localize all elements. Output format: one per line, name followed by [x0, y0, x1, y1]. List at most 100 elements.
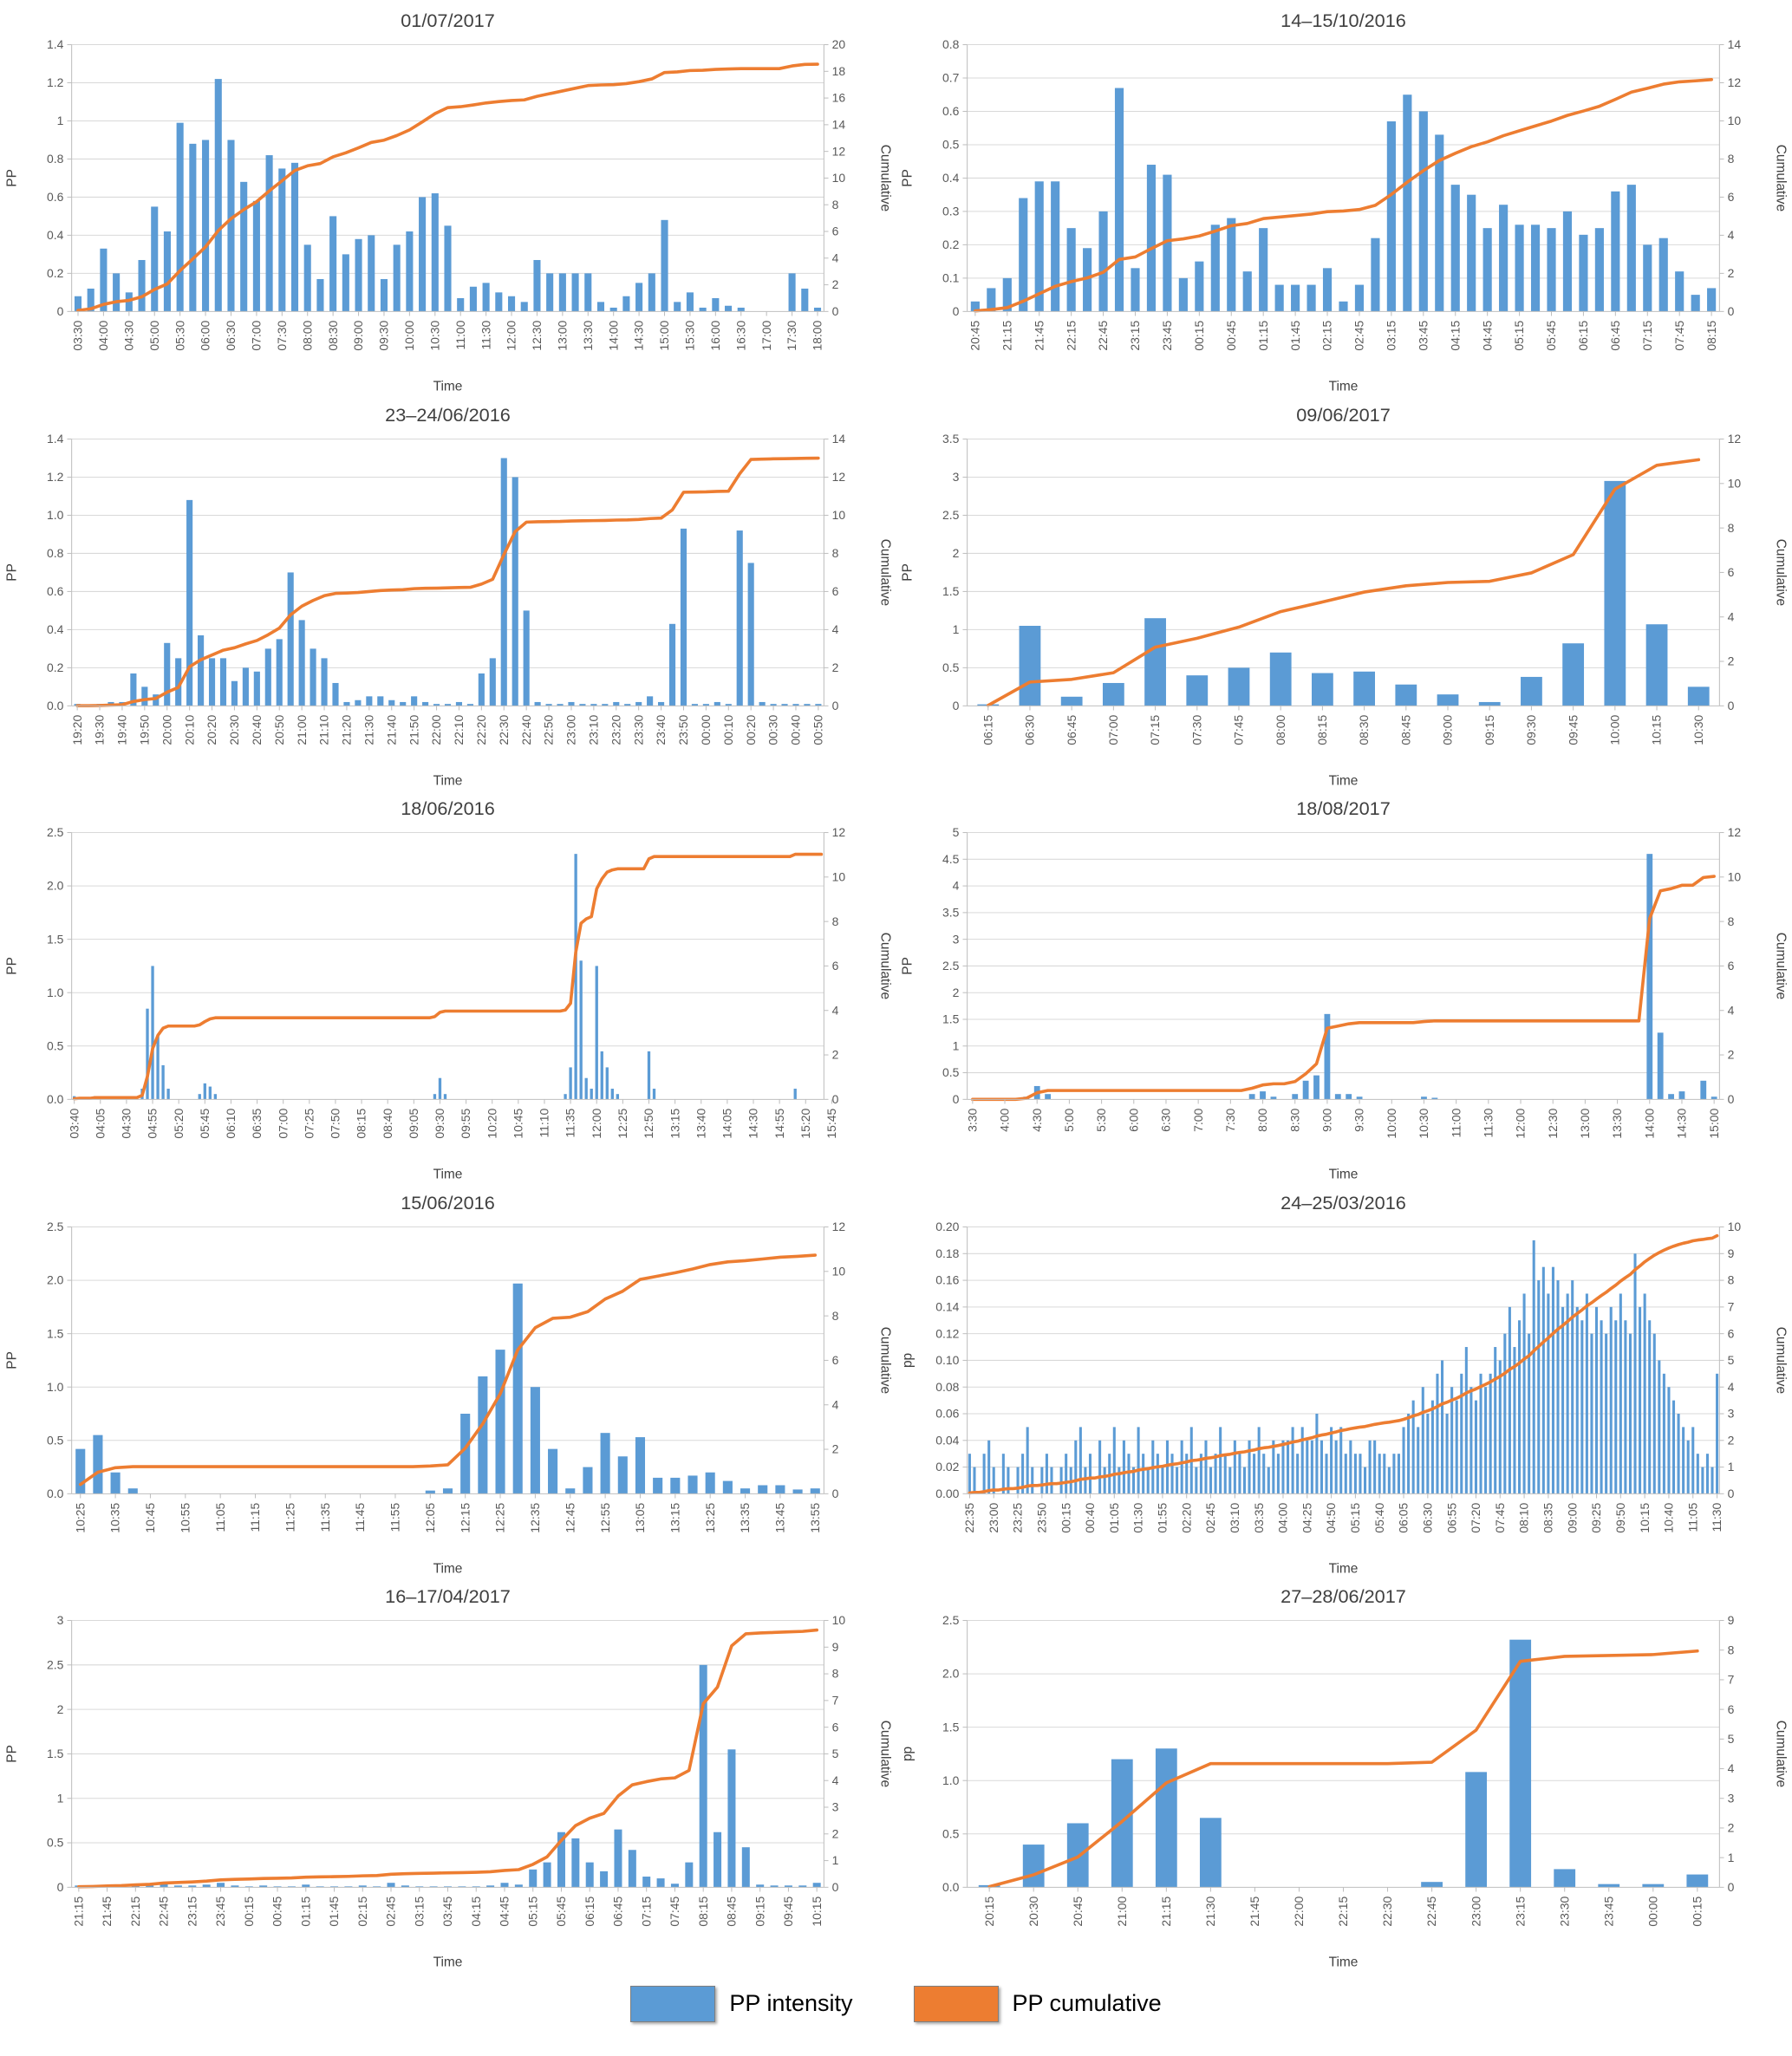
pp-intensity-swatch [630, 1985, 716, 2022]
svg-text:05:30: 05:30 [173, 320, 186, 350]
svg-text:15:00: 15:00 [657, 320, 671, 350]
svg-text:20:20: 20:20 [205, 714, 218, 745]
pp-cumulative-line [971, 875, 1716, 1102]
tick-labels: 0 0.5 1 1.5 2 2.5 3 3.5 0 2 4 6 8 10 12 06:15 06:30 06:45… [942, 432, 1741, 745]
svg-text:08:00: 08:00 [300, 320, 314, 350]
chart-title: 23–24/06/2016 [385, 403, 511, 425]
svg-text:0.08: 0.08 [935, 1379, 959, 1393]
svg-text:4.5: 4.5 [942, 852, 960, 866]
svg-text:10:15: 10:15 [1638, 1502, 1652, 1532]
svg-text:2.5: 2.5 [47, 1220, 64, 1233]
svg-text:20:10: 20:10 [182, 714, 196, 745]
gridlines [71, 44, 824, 274]
svg-text:5: 5 [1728, 1732, 1735, 1746]
svg-text:14:55: 14:55 [772, 1108, 786, 1138]
svg-text:0: 0 [832, 1487, 839, 1500]
svg-text:0.4: 0.4 [47, 622, 64, 636]
svg-text:14:30: 14:30 [632, 320, 646, 350]
tick-labels: 0 0.5 1 1.5 2 2.5 3 0 1 2 3 4 5 6 7 8 9 10 21:15 21:45 22:15… [47, 1613, 845, 1926]
svg-text:05:15: 05:15 [525, 1897, 539, 1927]
svg-text:23:45: 23:45 [213, 1897, 227, 1927]
svg-text:0.8: 0.8 [942, 37, 960, 51]
svg-text:10: 10 [832, 1613, 846, 1627]
svg-text:0: 0 [1728, 304, 1735, 318]
svg-text:1: 1 [953, 622, 960, 636]
svg-text:05:00: 05:00 [147, 320, 161, 350]
svg-text:22:15: 22:15 [1336, 1897, 1350, 1927]
svg-text:2: 2 [832, 277, 839, 291]
svg-text:8: 8 [1728, 914, 1735, 928]
svg-text:12:05: 12:05 [423, 1502, 437, 1532]
svg-text:04:45: 04:45 [1480, 320, 1494, 350]
svg-text:6: 6 [832, 1720, 839, 1734]
svg-text:6: 6 [832, 1353, 839, 1367]
svg-text:02:15: 02:15 [355, 1897, 369, 1927]
svg-text:21:30: 21:30 [1203, 1897, 1217, 1927]
svg-text:23:45: 23:45 [1601, 1897, 1615, 1927]
svg-text:6: 6 [832, 224, 839, 238]
svg-text:6: 6 [1728, 959, 1735, 973]
svg-text:19:30: 19:30 [93, 714, 107, 745]
svg-text:17:30: 17:30 [785, 320, 798, 350]
svg-text:0: 0 [1728, 1487, 1735, 1500]
svg-text:23:15: 23:15 [1128, 320, 1142, 350]
svg-text:14:00: 14:00 [1642, 1108, 1656, 1138]
chart-canvas: 0.0 0.5 1.0 1.5 2.0 2.5 0 2 4 6 8 10 12 03:40 04:05 04:… [5, 797, 893, 1181]
chart-09-06-2017: 0 0.5 1 1.5 2 2.5 3 3.5 0 2 4 6 8 10 12 06:15 06:30 06:45… [896, 398, 1791, 792]
svg-text:12:00: 12:00 [1514, 1108, 1528, 1138]
pp-cumulative-line [986, 458, 1701, 707]
svg-text:04:25: 04:25 [1300, 1502, 1313, 1532]
x-axis-label: Time [1329, 1955, 1359, 1969]
svg-text:21:00: 21:00 [295, 714, 309, 745]
svg-text:14:30: 14:30 [1675, 1108, 1689, 1138]
x-axis-label: Time [433, 1955, 463, 1969]
svg-text:06:15: 06:15 [583, 1897, 596, 1927]
svg-text:23:45: 23:45 [1160, 320, 1174, 350]
svg-text:22:30: 22:30 [497, 714, 511, 745]
svg-text:3: 3 [1728, 1406, 1735, 1420]
chart-canvas: 0.0 0.2 0.4 0.6 0.8 1.0 1.2 1.4 0 2 4 6 8 10 12 14 19:20… [5, 403, 893, 787]
svg-text:12:00: 12:00 [590, 1108, 603, 1138]
svg-text:22:15: 22:15 [128, 1897, 142, 1927]
svg-text:17:00: 17:00 [759, 320, 773, 350]
svg-text:0.6: 0.6 [47, 190, 64, 204]
svg-text:2.0: 2.0 [942, 1667, 960, 1681]
svg-text:12: 12 [1728, 432, 1742, 446]
x-axis-label: Time [1329, 1167, 1359, 1181]
svg-text:0.5: 0.5 [942, 1826, 960, 1840]
svg-text:04:00: 04:00 [1276, 1502, 1290, 1532]
svg-text:10:00: 10:00 [1607, 714, 1621, 745]
pp-cumulative-line [72, 852, 824, 1101]
svg-text:3: 3 [953, 932, 960, 946]
svg-text:05:45: 05:45 [1544, 320, 1558, 350]
svg-text:16: 16 [832, 91, 846, 105]
svg-text:0.06: 0.06 [935, 1406, 959, 1420]
chart-18-08-2017: 0 0.5 1 1.5 2 2.5 3 3.5 4 4.5 5 0 2 4 6 8 10 12 3:30 4:00 4:… [896, 791, 1791, 1186]
axes [962, 438, 1724, 711]
svg-text:12:30: 12:30 [530, 320, 544, 350]
x-axis-label: Time [433, 379, 463, 394]
svg-text:10: 10 [1728, 476, 1742, 490]
tick-labels: 0 0.1 0.2 0.3 0.4 0.5 0.6 0.7 0.8 0 2 4 6 8 10 12 14 20:4… [942, 37, 1741, 350]
svg-text:0: 0 [1728, 1880, 1735, 1894]
svg-text:1.2: 1.2 [47, 75, 64, 89]
svg-text:11:15: 11:15 [248, 1502, 262, 1532]
svg-text:09:25: 09:25 [1589, 1502, 1603, 1532]
svg-text:08:45: 08:45 [725, 1897, 739, 1927]
svg-text:22:15: 22:15 [1064, 320, 1078, 350]
svg-text:20:45: 20:45 [968, 320, 982, 350]
svg-text:13:15: 13:15 [668, 1108, 681, 1138]
svg-text:3: 3 [953, 470, 960, 484]
svg-text:23:20: 23:20 [609, 714, 622, 745]
svg-text:0.5: 0.5 [47, 1038, 64, 1052]
svg-text:12: 12 [1728, 825, 1742, 839]
svg-text:10:00: 10:00 [1385, 1108, 1398, 1138]
svg-text:22:00: 22:00 [429, 714, 443, 745]
svg-text:06:55: 06:55 [1444, 1502, 1458, 1532]
svg-text:14: 14 [832, 432, 846, 446]
svg-text:10: 10 [832, 870, 846, 884]
svg-text:00:15: 00:15 [1690, 1897, 1704, 1927]
svg-text:21:30: 21:30 [362, 714, 375, 745]
chart-01-07-2017: 0 0.2 0.4 0.6 0.8 1 1.2 1.4 0 2 4 6 8 10 12 14 16 18 20 03:… [0, 3, 896, 398]
svg-text:00:40: 00:40 [1083, 1502, 1097, 1532]
